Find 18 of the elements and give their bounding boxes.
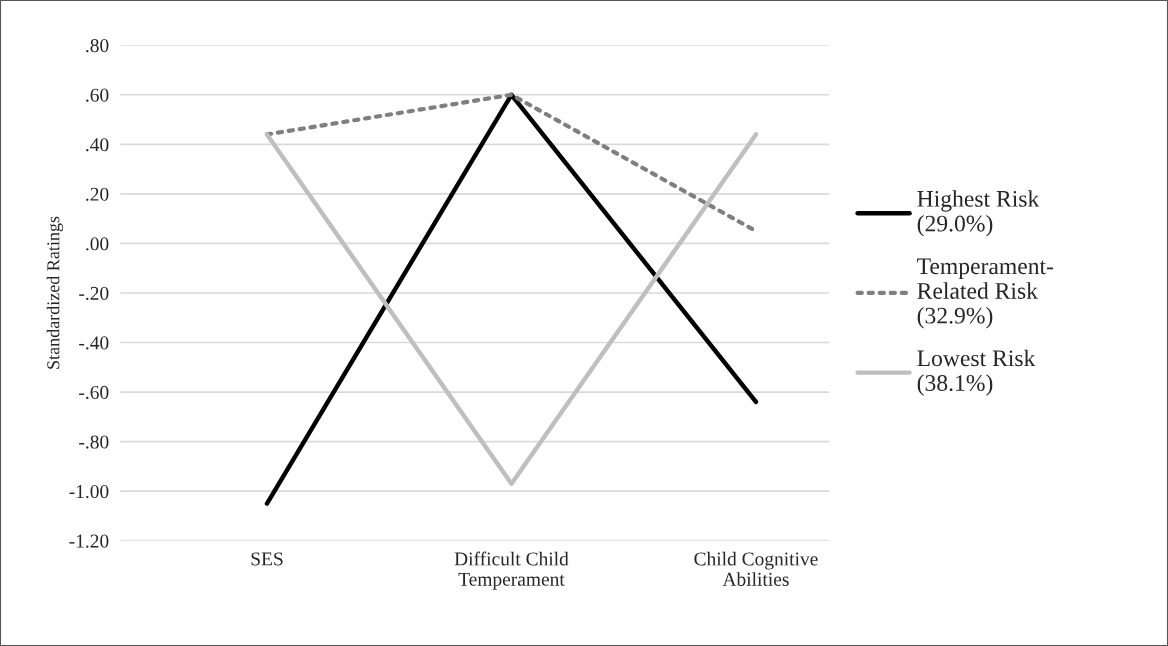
y-tick-label: -1.20 [69,534,109,548]
y-tick-label: .00 [86,237,109,251]
legend-label: Lowest Risk (38.1%) [917,349,1036,396]
y-tick-label: -.80 [79,435,109,449]
y-tick-label: -.60 [79,385,109,400]
y-tick-label: -1.00 [69,484,109,499]
x-tick-label: Difficult Child Temperament [454,551,569,590]
legend-label: Temperament-Related Risk (32.9%) [917,258,1054,329]
y-tick-label: -.40 [79,336,109,350]
y-tick-label: -.20 [79,286,109,300]
x-tick-label: Child Cognitive Abilities [694,551,818,586]
legend-label: Highest Risk (29.0%) [917,190,1040,237]
y-axis-title: Standardized Ratings [46,216,64,369]
y-tick-label: .40 [86,138,109,152]
y-tick-label: .20 [86,187,109,201]
y-tick-label: .60 [86,88,109,102]
y-tick-label: .80 [86,39,109,53]
x-tick-label: SES [251,552,283,566]
